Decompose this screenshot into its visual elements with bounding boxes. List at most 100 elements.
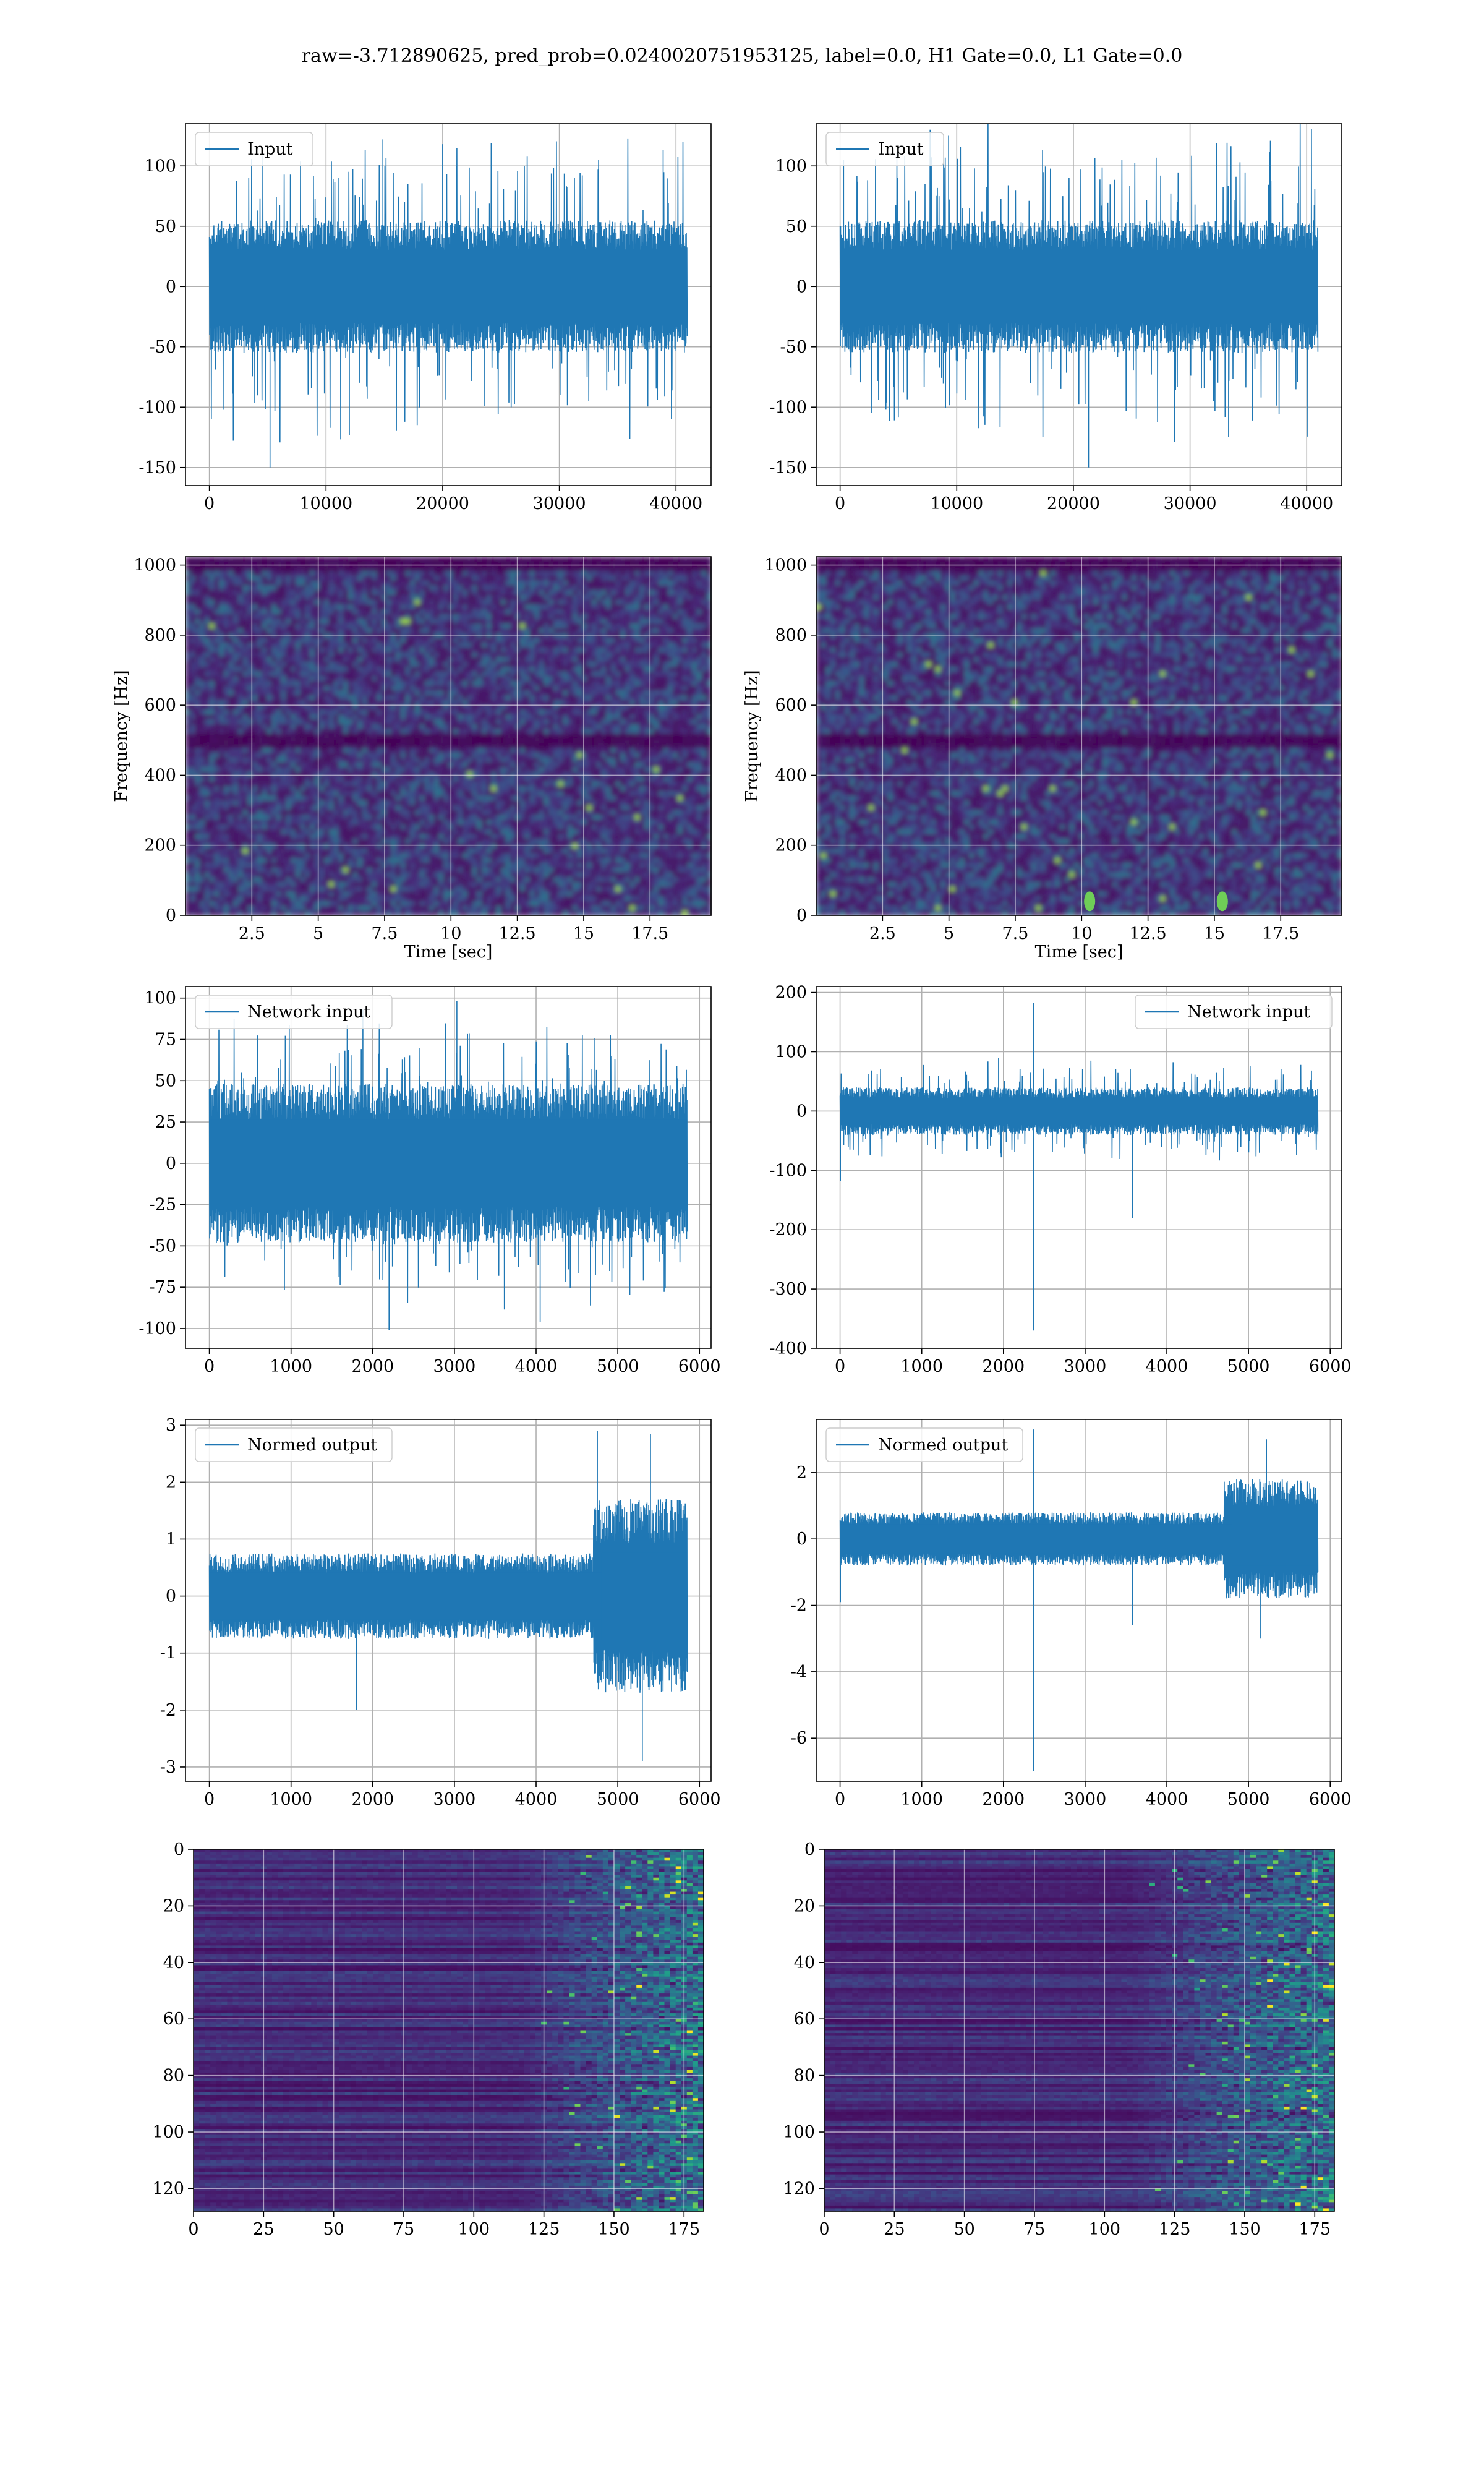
l1-spectrogram-ytick-label: 400 [775, 766, 807, 785]
h1-network-input-xtick-label: 0 [204, 1357, 215, 1376]
h1-network-input-series-core [209, 1119, 688, 1207]
l1-normed-output-legend-box [825, 1427, 1023, 1462]
h1-normed-output-ytick-label: -1 [160, 1644, 176, 1663]
h1-network-input-ytick-label: -50 [150, 1236, 176, 1256]
l1-network-input-xtick-label: 4000 [1146, 1357, 1188, 1376]
l1-spectrogram-xtick-label: 15 [1204, 924, 1225, 943]
l1-input-xtick-label: 40000 [1280, 494, 1333, 513]
l1-feature-map-ytick-label: 100 [783, 2123, 815, 2142]
h1-network-input-frame [185, 986, 712, 1349]
h1-network-input-xtick-label: 5000 [597, 1357, 639, 1376]
h1-input-xtick-label: 30000 [533, 494, 586, 513]
l1-network-input-legend-label: Network input [1187, 1003, 1310, 1022]
l1-network-input-frame [816, 986, 1342, 1349]
l1-normed-output-xtick-label: 6000 [1309, 1790, 1352, 1809]
h1-normed-output-xtick-label: 1000 [270, 1790, 312, 1809]
h1-input-frame [185, 123, 712, 486]
h1-network-input-ytick-label: -25 [150, 1196, 176, 1215]
h1-input-ytick-label: -100 [139, 398, 176, 417]
h1-feature-map-ytick-label: 60 [163, 2010, 184, 2029]
l1-input-xtick-label: 0 [835, 494, 845, 513]
h1-spectrogram-ytick-label: 1000 [134, 556, 176, 575]
l1-feature-map-ytick-label: 80 [794, 2066, 815, 2086]
h1-network-input-legend-label: Network input [247, 1003, 370, 1022]
l1-input-xtick-label: 30000 [1164, 494, 1217, 513]
l1-normed-output-frame [816, 1419, 1342, 1782]
h1-input-ytick-label: 100 [144, 156, 176, 176]
l1-feature-map-ytick-label: 0 [804, 1840, 815, 1859]
h1-normed-output-xtick-label: 0 [204, 1790, 215, 1809]
l1-network-input-xtick-label: 2000 [982, 1357, 1025, 1376]
l1-network-input-xtick-label: 5000 [1227, 1357, 1270, 1376]
l1-spectrogram-heatmap-cells [816, 557, 1342, 916]
h1-network-input-xtick-label: 2000 [351, 1357, 394, 1376]
l1-spectrogram-ytick-label: 200 [775, 836, 807, 855]
h1-normed-output-ytick-label: 1 [166, 1530, 176, 1549]
h1-spectrogram-ytick-label: 800 [144, 626, 176, 645]
l1-normed-output-legend-label: Normed output [878, 1436, 1008, 1455]
h1-spectrogram-xtick-label: 7.5 [371, 924, 398, 943]
h1-network-input-ytick-label: 50 [155, 1071, 176, 1090]
l1-feature-map-xtick-label: 75 [1024, 2220, 1045, 2239]
h1-input-ytick-label: 50 [155, 217, 176, 236]
l1-feature-map-xtick-label: 0 [819, 2220, 829, 2239]
l1-normed-output-ytick-label: 2 [796, 1463, 807, 1483]
l1-input-xtick-label: 10000 [930, 494, 983, 513]
l1-input-ytick-label: 100 [775, 156, 807, 176]
l1-spectrogram-xtick-label: 7.5 [1002, 924, 1028, 943]
h1-spectrogram-ylabel: Frequency [Hz] [112, 670, 131, 802]
h1-network-input-ytick-label: 75 [155, 1030, 176, 1049]
panel-l1-network-input: 0 1000 2000 3000 4000 5000 6000-400-300-200-10… [769, 983, 1351, 1376]
l1-feature-map-heatmap-cells [824, 1849, 1335, 2212]
h1-spectrogram-ytick-label: 400 [144, 766, 176, 785]
h1-input-legend-box [195, 132, 313, 166]
h1-spectrogram-xtick-label: 17.5 [631, 924, 668, 943]
h1-network-input-ytick-label: -100 [139, 1319, 176, 1338]
l1-feature-map-ytick-label: 120 [783, 2179, 815, 2198]
h1-feature-map-xtick-label: 0 [188, 2220, 198, 2239]
l1-input-ytick-label: -50 [780, 338, 807, 357]
h1-feature-map-ytick-label: 120 [152, 2179, 184, 2198]
l1-normed-output-ytick-label: -6 [791, 1729, 807, 1748]
l1-input-legend-box [825, 132, 944, 166]
h1-spectrogram-xtick-label: 12.5 [499, 924, 536, 943]
l1-normed-output-xtick-label: 2000 [982, 1790, 1025, 1809]
panel-l1-input: 0 10000 20000 30000 40000 -150 -100 -50 0 50 100 In… [769, 123, 1342, 513]
l1-spectrogram-xlabel: Time [sec] [1035, 943, 1124, 962]
h1-spectrogram-frame [185, 556, 712, 916]
l1-network-input-ytick-label: 100 [775, 1042, 807, 1061]
l1-input-ytick-label: -150 [769, 458, 807, 477]
h1-normed-output-series-loud-core [601, 1552, 688, 1640]
l1-normed-output-ytick-label: 0 [796, 1530, 807, 1549]
h1-feature-map-ytick-label: 80 [163, 2066, 184, 2086]
l1-network-input-xtick-label: 1000 [900, 1357, 943, 1376]
l1-network-input-series-core [840, 1098, 1318, 1124]
h1-normed-output-xtick-label: 2000 [351, 1790, 394, 1809]
l1-network-input-xtick-label: 3000 [1064, 1357, 1107, 1376]
h1-normed-output-ytick-label: 0 [166, 1587, 176, 1606]
l1-feature-map-xtick-label: 150 [1229, 2220, 1261, 2239]
h1-normed-output-xtick-label: 5000 [597, 1790, 639, 1809]
h1-normed-output-legend-label: Normed output [247, 1436, 377, 1455]
l1-network-input-xtick-label: 0 [835, 1357, 845, 1376]
l1-spectrogram-hot-spot [1216, 891, 1228, 912]
h1-network-input-ytick-label: 25 [155, 1113, 176, 1132]
panel-l1-normed-output: 0 1000 2000 3000 4000 5000 6000 -6 -4 -2 0 2 Normed … [791, 1419, 1352, 1809]
h1-spectrogram-ytick-label: 600 [144, 696, 176, 715]
h1-input-xtick-label: 10000 [299, 494, 352, 513]
l1-feature-map-xtick-label: 25 [884, 2220, 905, 2239]
h1-normed-output-xtick-label: 6000 [678, 1790, 721, 1809]
l1-network-input-ytick-label: -100 [769, 1161, 807, 1180]
l1-input-frame [816, 123, 1342, 486]
l1-feature-map-ytick-label: 20 [794, 1896, 815, 1915]
l1-input-xtick-label: 20000 [1047, 494, 1100, 513]
l1-normed-output-ytick-label: -2 [791, 1596, 807, 1616]
l1-spectrogram-xtick-label: 10 [1071, 924, 1092, 943]
l1-network-input-ytick-label: -300 [769, 1280, 807, 1299]
h1-spectrogram-xtick-label: 10 [440, 924, 461, 943]
h1-feature-map-ytick-label: 0 [174, 1840, 184, 1859]
h1-network-input-ytick-label: -75 [150, 1278, 176, 1297]
h1-spectrogram-xtick-label: 2.5 [239, 924, 265, 943]
h1-input-ytick-label: 0 [166, 277, 176, 296]
